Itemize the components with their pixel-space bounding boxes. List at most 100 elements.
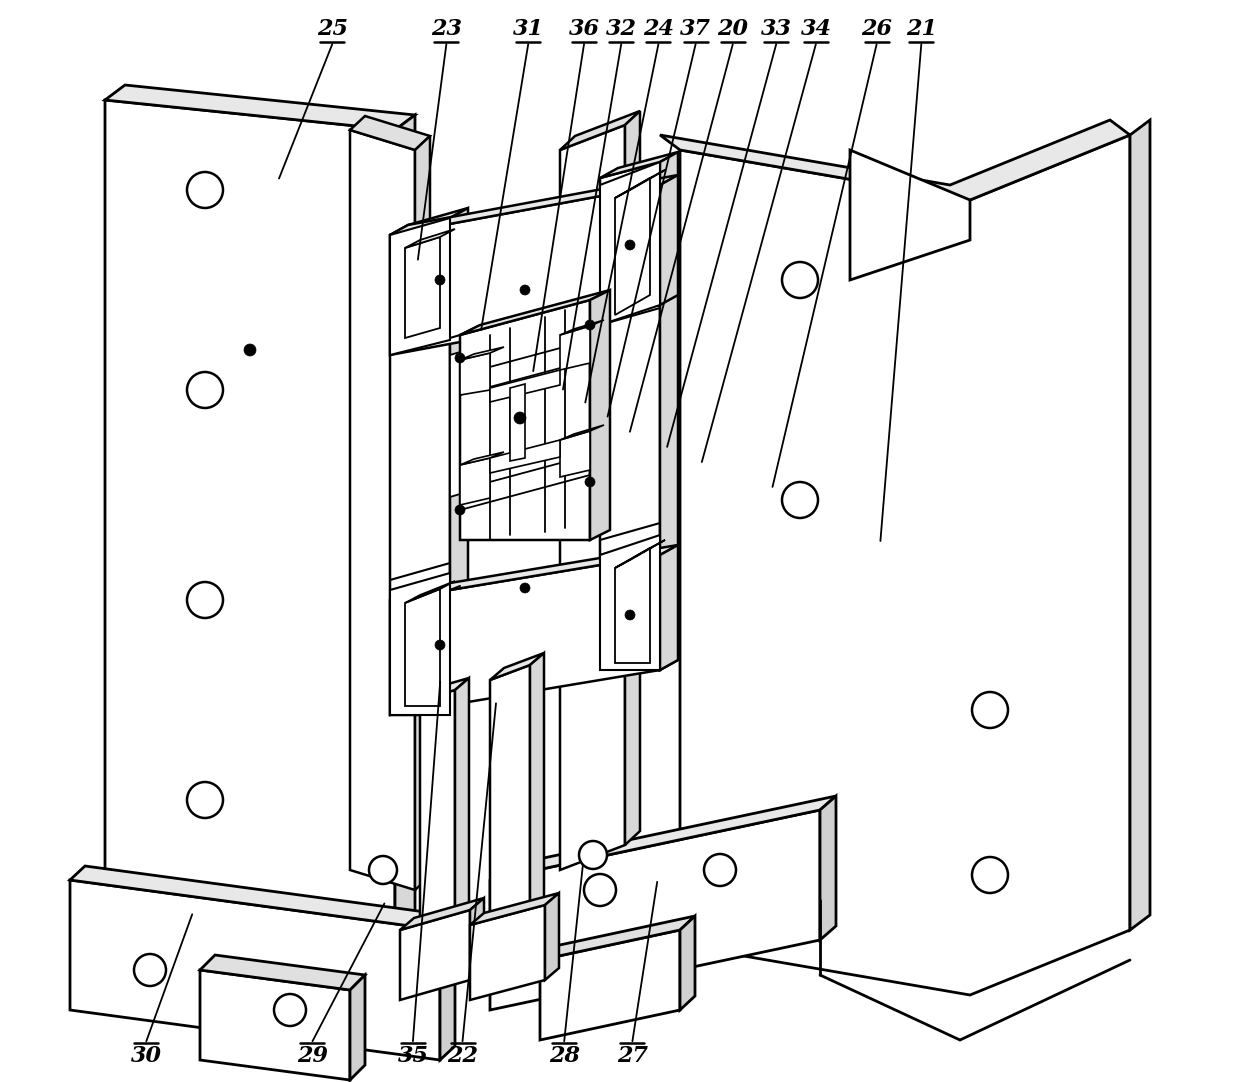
Polygon shape	[401, 898, 484, 931]
Polygon shape	[105, 100, 396, 969]
Circle shape	[187, 372, 223, 408]
Polygon shape	[405, 229, 455, 248]
Polygon shape	[615, 540, 665, 568]
Polygon shape	[490, 654, 544, 679]
Polygon shape	[391, 217, 450, 715]
Text: 25: 25	[317, 18, 347, 40]
Polygon shape	[660, 175, 678, 305]
Polygon shape	[415, 136, 430, 890]
Text: 35: 35	[397, 1045, 429, 1067]
Polygon shape	[820, 796, 836, 940]
Circle shape	[370, 856, 397, 884]
Polygon shape	[490, 440, 560, 473]
Text: 21: 21	[905, 18, 937, 40]
Polygon shape	[560, 126, 625, 870]
Polygon shape	[405, 237, 440, 338]
Polygon shape	[680, 916, 694, 1010]
Text: 37: 37	[681, 18, 712, 40]
Polygon shape	[455, 678, 469, 950]
Polygon shape	[600, 151, 678, 179]
Text: 33: 33	[761, 18, 791, 40]
Polygon shape	[470, 905, 546, 1000]
Polygon shape	[560, 111, 640, 150]
Circle shape	[625, 240, 635, 250]
Polygon shape	[350, 975, 365, 1080]
Circle shape	[585, 320, 595, 330]
Text: 26: 26	[861, 18, 892, 40]
Circle shape	[455, 505, 465, 515]
Polygon shape	[560, 320, 604, 335]
Polygon shape	[529, 654, 544, 945]
Polygon shape	[849, 150, 970, 280]
Circle shape	[274, 994, 306, 1026]
Polygon shape	[460, 300, 590, 540]
Polygon shape	[450, 352, 460, 497]
Circle shape	[435, 275, 445, 285]
Circle shape	[579, 841, 608, 869]
Polygon shape	[615, 547, 650, 663]
Polygon shape	[450, 208, 467, 715]
Polygon shape	[615, 170, 665, 198]
Text: 24: 24	[644, 18, 675, 40]
Polygon shape	[405, 581, 455, 603]
Polygon shape	[460, 290, 610, 335]
Circle shape	[455, 353, 465, 362]
Circle shape	[134, 954, 166, 986]
Circle shape	[187, 172, 223, 208]
Polygon shape	[546, 893, 559, 980]
Polygon shape	[69, 880, 440, 1060]
Polygon shape	[460, 458, 490, 505]
Polygon shape	[625, 111, 640, 845]
Polygon shape	[490, 665, 529, 960]
Text: 31: 31	[513, 18, 543, 40]
Polygon shape	[470, 898, 484, 980]
Polygon shape	[350, 116, 430, 150]
Polygon shape	[391, 545, 678, 601]
Circle shape	[520, 285, 529, 295]
Polygon shape	[420, 690, 455, 960]
Text: 20: 20	[717, 18, 748, 40]
Circle shape	[585, 477, 595, 487]
Polygon shape	[660, 545, 678, 670]
Text: 28: 28	[549, 1045, 580, 1067]
Polygon shape	[460, 452, 503, 465]
Polygon shape	[539, 916, 694, 960]
Polygon shape	[396, 115, 415, 950]
Polygon shape	[560, 326, 590, 370]
Polygon shape	[391, 555, 660, 715]
Circle shape	[625, 610, 635, 620]
Polygon shape	[680, 135, 1130, 995]
Circle shape	[584, 874, 616, 906]
Text: 29: 29	[298, 1045, 327, 1067]
Circle shape	[704, 854, 737, 886]
Polygon shape	[391, 185, 660, 355]
Text: 32: 32	[605, 18, 637, 40]
Polygon shape	[460, 291, 608, 335]
Circle shape	[782, 481, 818, 518]
Polygon shape	[600, 535, 660, 670]
Polygon shape	[560, 425, 604, 440]
Circle shape	[244, 344, 255, 356]
Text: 36: 36	[568, 18, 600, 40]
Circle shape	[187, 582, 223, 618]
Polygon shape	[490, 810, 820, 1010]
Polygon shape	[490, 796, 836, 880]
Text: 30: 30	[131, 1045, 161, 1067]
Text: 27: 27	[618, 1045, 647, 1067]
Polygon shape	[405, 589, 440, 705]
Circle shape	[972, 857, 1008, 893]
Polygon shape	[69, 866, 455, 931]
Polygon shape	[105, 85, 415, 130]
Polygon shape	[200, 969, 350, 1080]
Polygon shape	[391, 573, 450, 715]
Polygon shape	[600, 162, 660, 670]
Polygon shape	[1130, 120, 1149, 931]
Circle shape	[435, 639, 445, 650]
Polygon shape	[490, 370, 560, 403]
Polygon shape	[460, 347, 503, 360]
Polygon shape	[560, 431, 590, 477]
Circle shape	[520, 583, 529, 593]
Polygon shape	[460, 471, 590, 540]
Polygon shape	[460, 300, 590, 370]
Polygon shape	[590, 290, 610, 540]
